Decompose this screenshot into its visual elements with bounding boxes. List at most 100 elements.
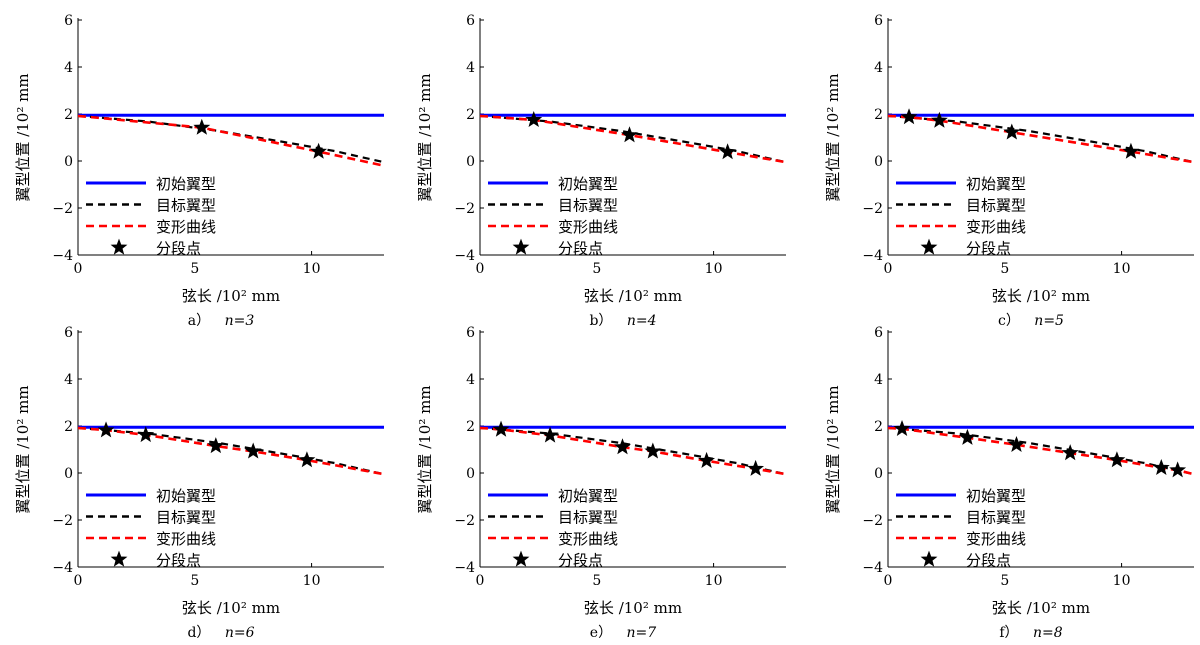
deformation-curve-line	[479, 426, 787, 476]
legend-label-target: 目标翼型	[558, 509, 618, 527]
deformation-curve-line	[77, 426, 385, 476]
panel-caption: c） n=5	[998, 313, 1064, 329]
segment-point-star	[930, 111, 948, 128]
segment-point-star	[614, 438, 631, 455]
x-tick-label: 10	[303, 261, 321, 277]
x-axis-label: 弦长 /10² mm	[182, 287, 280, 305]
legend-swatch-segment-points	[512, 550, 530, 567]
y-tick-label: 4	[64, 372, 73, 388]
target-airfoil-line	[77, 426, 385, 476]
segment-point-star	[1169, 461, 1187, 478]
y-tick-label: 2	[466, 419, 475, 435]
y-tick-label: −4	[52, 560, 73, 576]
legend-label-initial: 初始翼型	[558, 175, 618, 193]
segment-point-star	[893, 419, 911, 436]
panel-caption-n: n=8	[1029, 625, 1063, 641]
target-airfoil-line	[479, 114, 787, 164]
panel-caption-letter: c）	[998, 313, 1020, 329]
panel-caption-letter: a）	[188, 313, 210, 329]
segment-point-star	[1061, 444, 1079, 461]
segment-point-star	[1008, 435, 1025, 452]
y-tick-label: −4	[454, 248, 475, 264]
y-axis-label: 翼型位置 /10² mm	[14, 385, 32, 513]
legend-label-deformed: 变形曲线	[966, 218, 1026, 236]
y-tick-label: −2	[862, 201, 883, 217]
panel-caption-n: n=7	[622, 625, 656, 641]
legend-label-initial: 初始翼型	[966, 175, 1026, 193]
y-tick-label: 0	[64, 466, 73, 482]
legend-swatch-segment-points	[110, 238, 128, 255]
segment-point-star	[719, 143, 737, 160]
y-axis-label: 翼型位置 /10² mm	[416, 385, 434, 513]
y-tick-label: −2	[862, 513, 883, 529]
legend-swatch-segment-points	[110, 550, 128, 567]
panel-caption: e） n=7	[590, 625, 656, 641]
y-tick-label: 4	[874, 372, 883, 388]
y-tick-label: 2	[64, 419, 73, 435]
x-tick-label: 10	[303, 573, 321, 589]
legend-label-segment-points: 分段点	[558, 552, 603, 570]
legend-label-segment-points: 分段点	[558, 240, 603, 258]
panel-caption-letter: e）	[590, 625, 612, 641]
deformation-curve-line	[887, 426, 1195, 476]
legend-label-target: 目标翼型	[966, 197, 1026, 215]
y-tick-label: 0	[64, 154, 73, 170]
panel-caption: a） n=3	[188, 313, 255, 329]
y-tick-label: 6	[466, 325, 475, 341]
legend-label-segment-points: 分段点	[156, 240, 201, 258]
legend-label-initial: 初始翼型	[156, 487, 216, 505]
segment-point-star	[137, 426, 155, 443]
y-tick-label: 2	[874, 419, 883, 435]
segment-point-star	[621, 126, 638, 143]
x-axis-label: 弦长 /10² mm	[992, 287, 1090, 305]
segment-point-star	[310, 142, 328, 159]
legend-label-initial: 初始翼型	[558, 487, 618, 505]
legend-label-deformed: 变形曲线	[156, 530, 216, 548]
target-airfoil-line	[887, 426, 1195, 476]
y-tick-label: −2	[454, 201, 475, 217]
x-axis-label: 弦长 /10² mm	[992, 599, 1090, 617]
segment-point-star	[207, 437, 225, 454]
y-tick-label: −4	[862, 560, 883, 576]
legend-label-initial: 初始翼型	[966, 487, 1026, 505]
y-tick-label: 6	[64, 325, 73, 341]
y-tick-label: 2	[874, 107, 883, 123]
legend-swatch-segment-points	[920, 238, 938, 255]
x-tick-label: 0	[74, 261, 83, 277]
legend-label-segment-points: 分段点	[156, 552, 201, 570]
y-axis-label: 翼型位置 /10² mm	[824, 73, 842, 201]
legend-swatch-segment-points	[512, 238, 530, 255]
x-axis-label: 弦长 /10² mm	[584, 599, 682, 617]
panel-caption-n: n=6	[220, 625, 254, 641]
y-tick-label: 0	[466, 154, 475, 170]
x-axis-label: 弦长 /10² mm	[584, 287, 682, 305]
segment-point-star	[1122, 142, 1140, 159]
y-tick-label: 2	[64, 107, 73, 123]
segment-point-star	[1152, 458, 1170, 475]
legend-label-deformed: 变形曲线	[558, 218, 618, 236]
segment-point-star	[541, 426, 559, 443]
target-airfoil-line	[479, 426, 787, 476]
x-tick-label: 5	[1000, 573, 1009, 589]
x-axis-label: 弦长 /10² mm	[182, 599, 280, 617]
x-tick-label: 0	[74, 573, 83, 589]
legend-label-target: 目标翼型	[966, 509, 1026, 527]
x-tick-label: 5	[190, 261, 199, 277]
y-axis-label: 翼型位置 /10² mm	[416, 73, 434, 201]
segment-point-star	[97, 421, 115, 438]
x-tick-label: 0	[476, 573, 485, 589]
legend-label-deformed: 变形曲线	[156, 218, 216, 236]
y-tick-label: 0	[874, 154, 883, 170]
legend-label-target: 目标翼型	[156, 197, 216, 215]
y-tick-label: 6	[874, 13, 883, 29]
legend-swatch-segment-points	[920, 550, 938, 567]
x-tick-label: 0	[884, 261, 893, 277]
y-tick-label: 4	[466, 372, 475, 388]
x-tick-label: 5	[592, 573, 601, 589]
panel-caption: d） n=6	[187, 625, 254, 641]
segment-point-star	[958, 428, 976, 445]
x-tick-label: 5	[190, 573, 199, 589]
